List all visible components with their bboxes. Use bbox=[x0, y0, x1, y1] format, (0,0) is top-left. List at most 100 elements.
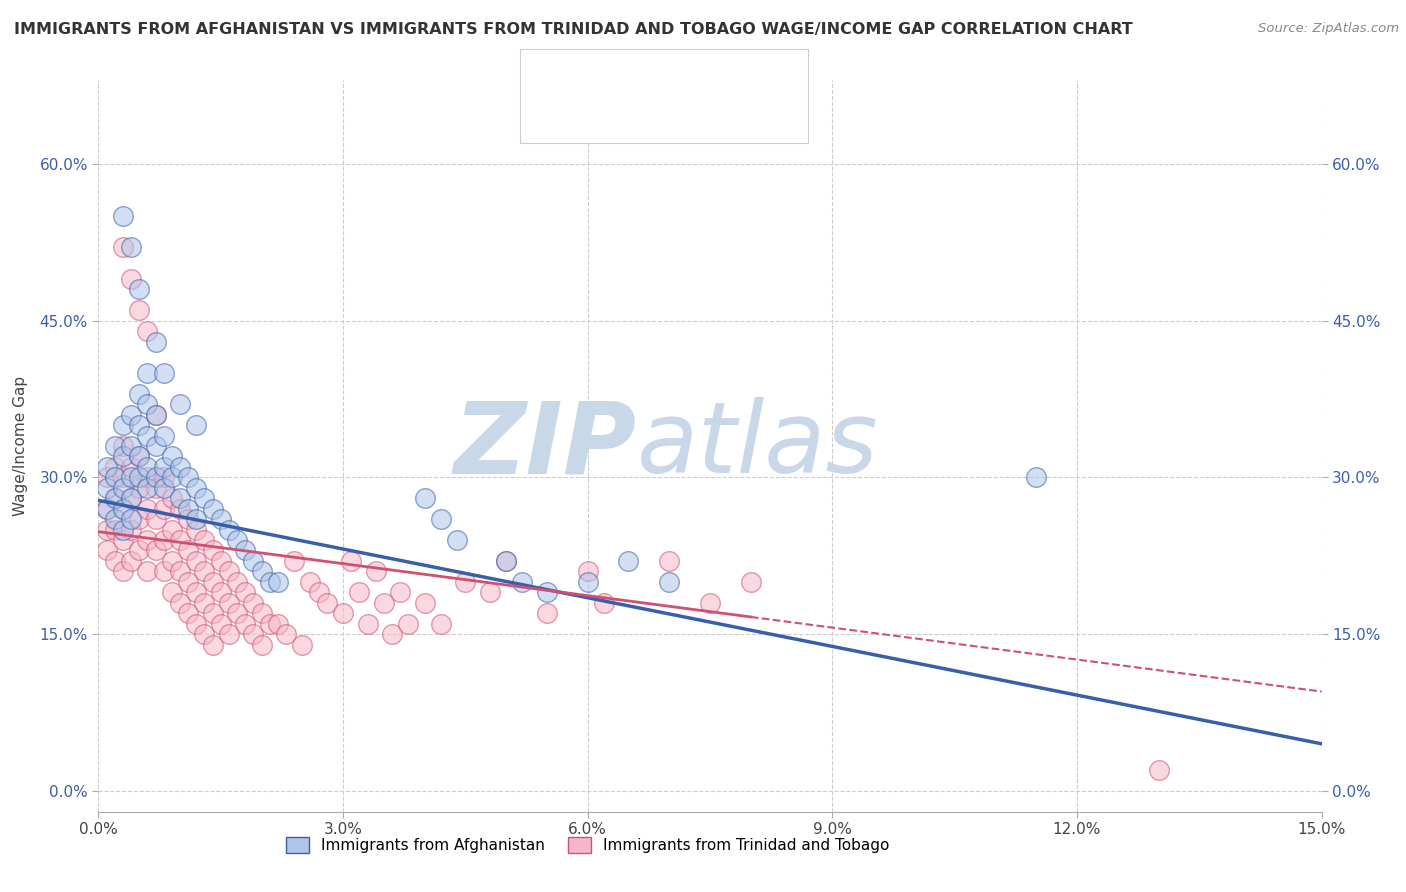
Immigrants from Trinidad and Tobago bbox=[233, 616, 256, 631]
Immigrants from Trinidad and Tobago bbox=[169, 533, 191, 547]
Immigrants from Trinidad and Tobago bbox=[186, 585, 208, 599]
Immigrants from Afghanistan bbox=[446, 533, 468, 547]
Immigrants from Trinidad and Tobago bbox=[120, 491, 142, 506]
Immigrants from Trinidad and Tobago bbox=[111, 470, 134, 484]
Immigrants from Trinidad and Tobago bbox=[381, 627, 404, 641]
Immigrants from Trinidad and Tobago bbox=[209, 616, 232, 631]
Immigrants from Trinidad and Tobago bbox=[104, 523, 127, 537]
Immigrants from Afghanistan bbox=[495, 554, 517, 568]
Immigrants from Afghanistan bbox=[430, 512, 453, 526]
Immigrants from Afghanistan bbox=[576, 574, 599, 589]
Immigrants from Trinidad and Tobago bbox=[193, 565, 215, 579]
Immigrants from Afghanistan bbox=[169, 459, 191, 474]
Immigrants from Afghanistan bbox=[128, 282, 150, 296]
Immigrants from Trinidad and Tobago bbox=[96, 501, 118, 516]
Immigrants from Trinidad and Tobago bbox=[177, 606, 200, 620]
Immigrants from Trinidad and Tobago bbox=[495, 554, 517, 568]
Immigrants from Trinidad and Tobago bbox=[576, 565, 599, 579]
Immigrants from Afghanistan bbox=[136, 397, 159, 411]
Immigrants from Trinidad and Tobago bbox=[145, 512, 167, 526]
Immigrants from Trinidad and Tobago bbox=[740, 574, 762, 589]
Immigrants from Trinidad and Tobago bbox=[242, 596, 264, 610]
Immigrants from Trinidad and Tobago bbox=[283, 554, 305, 568]
Immigrants from Afghanistan bbox=[120, 408, 142, 422]
Immigrants from Trinidad and Tobago bbox=[274, 627, 297, 641]
Immigrants from Trinidad and Tobago bbox=[111, 533, 134, 547]
Immigrants from Trinidad and Tobago bbox=[699, 596, 721, 610]
Text: R = -0.308  N =  67: R = -0.308 N = 67 bbox=[569, 69, 733, 87]
Immigrants from Trinidad and Tobago bbox=[396, 616, 419, 631]
Immigrants from Trinidad and Tobago bbox=[152, 565, 174, 579]
Immigrants from Trinidad and Tobago bbox=[120, 272, 142, 286]
Immigrants from Trinidad and Tobago bbox=[267, 616, 290, 631]
Immigrants from Trinidad and Tobago bbox=[201, 606, 224, 620]
Immigrants from Afghanistan bbox=[160, 450, 183, 464]
Immigrants from Trinidad and Tobago bbox=[315, 596, 337, 610]
Immigrants from Afghanistan bbox=[218, 523, 240, 537]
Immigrants from Afghanistan bbox=[145, 334, 167, 349]
Immigrants from Afghanistan bbox=[136, 459, 159, 474]
Immigrants from Trinidad and Tobago bbox=[413, 596, 436, 610]
Immigrants from Trinidad and Tobago bbox=[160, 523, 183, 537]
Immigrants from Trinidad and Tobago bbox=[104, 459, 127, 474]
Immigrants from Afghanistan bbox=[120, 491, 142, 506]
Immigrants from Trinidad and Tobago bbox=[658, 554, 681, 568]
Immigrants from Trinidad and Tobago bbox=[177, 512, 200, 526]
Immigrants from Trinidad and Tobago bbox=[96, 543, 118, 558]
Immigrants from Trinidad and Tobago bbox=[364, 565, 387, 579]
Text: IMMIGRANTS FROM AFGHANISTAN VS IMMIGRANTS FROM TRINIDAD AND TOBAGO WAGE/INCOME G: IMMIGRANTS FROM AFGHANISTAN VS IMMIGRANT… bbox=[14, 22, 1133, 37]
Immigrants from Afghanistan bbox=[136, 481, 159, 495]
Immigrants from Trinidad and Tobago bbox=[111, 439, 134, 453]
Immigrants from Trinidad and Tobago bbox=[308, 585, 330, 599]
Immigrants from Trinidad and Tobago bbox=[193, 596, 215, 610]
Immigrants from Trinidad and Tobago bbox=[349, 585, 371, 599]
Immigrants from Trinidad and Tobago bbox=[111, 501, 134, 516]
Immigrants from Trinidad and Tobago bbox=[169, 596, 191, 610]
Immigrants from Afghanistan bbox=[120, 240, 142, 254]
Immigrants from Trinidad and Tobago bbox=[186, 616, 208, 631]
Immigrants from Afghanistan bbox=[186, 481, 208, 495]
Immigrants from Afghanistan bbox=[413, 491, 436, 506]
Immigrants from Afghanistan bbox=[512, 574, 534, 589]
Immigrants from Trinidad and Tobago bbox=[373, 596, 395, 610]
Immigrants from Trinidad and Tobago bbox=[291, 638, 314, 652]
Immigrants from Afghanistan bbox=[96, 501, 118, 516]
Immigrants from Afghanistan bbox=[120, 470, 142, 484]
Immigrants from Trinidad and Tobago bbox=[111, 240, 134, 254]
Immigrants from Afghanistan bbox=[536, 585, 558, 599]
Immigrants from Trinidad and Tobago bbox=[226, 606, 249, 620]
Immigrants from Afghanistan bbox=[120, 512, 142, 526]
Legend: Immigrants from Afghanistan, Immigrants from Trinidad and Tobago: Immigrants from Afghanistan, Immigrants … bbox=[280, 830, 896, 859]
Immigrants from Afghanistan bbox=[104, 512, 127, 526]
Immigrants from Trinidad and Tobago bbox=[218, 627, 240, 641]
Immigrants from Trinidad and Tobago bbox=[111, 565, 134, 579]
Immigrants from Afghanistan bbox=[96, 459, 118, 474]
Immigrants from Afghanistan bbox=[152, 459, 174, 474]
Immigrants from Trinidad and Tobago bbox=[1147, 763, 1170, 777]
Immigrants from Afghanistan bbox=[111, 481, 134, 495]
Immigrants from Trinidad and Tobago bbox=[128, 450, 150, 464]
Immigrants from Trinidad and Tobago bbox=[250, 638, 273, 652]
Immigrants from Afghanistan bbox=[152, 366, 174, 380]
Immigrants from Trinidad and Tobago bbox=[152, 470, 174, 484]
Immigrants from Trinidad and Tobago bbox=[233, 585, 256, 599]
Immigrants from Afghanistan bbox=[111, 418, 134, 433]
Immigrants from Trinidad and Tobago bbox=[218, 596, 240, 610]
Immigrants from Trinidad and Tobago bbox=[593, 596, 616, 610]
Immigrants from Afghanistan bbox=[169, 397, 191, 411]
Immigrants from Trinidad and Tobago bbox=[201, 574, 224, 589]
Immigrants from Afghanistan bbox=[136, 428, 159, 442]
Immigrants from Afghanistan bbox=[111, 523, 134, 537]
Immigrants from Trinidad and Tobago bbox=[193, 627, 215, 641]
Immigrants from Trinidad and Tobago bbox=[152, 501, 174, 516]
Immigrants from Trinidad and Tobago bbox=[193, 533, 215, 547]
Immigrants from Trinidad and Tobago bbox=[340, 554, 363, 568]
Immigrants from Trinidad and Tobago bbox=[259, 616, 281, 631]
Immigrants from Afghanistan bbox=[111, 209, 134, 223]
Immigrants from Trinidad and Tobago bbox=[104, 554, 127, 568]
Immigrants from Trinidad and Tobago bbox=[104, 491, 127, 506]
Immigrants from Trinidad and Tobago bbox=[145, 408, 167, 422]
Immigrants from Trinidad and Tobago bbox=[136, 324, 159, 338]
Text: atlas: atlas bbox=[637, 398, 879, 494]
Immigrants from Trinidad and Tobago bbox=[177, 574, 200, 589]
